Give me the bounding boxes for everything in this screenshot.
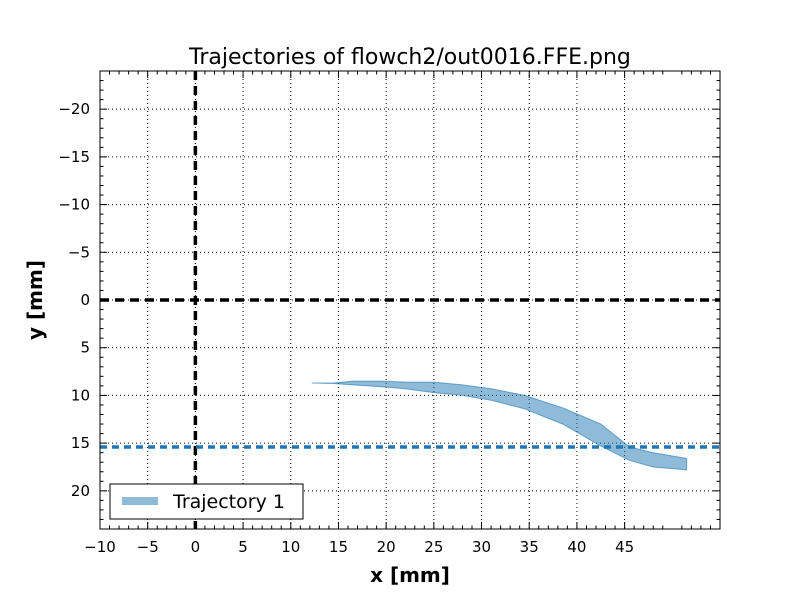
x-tick-label: 40 <box>567 538 586 556</box>
x-tick-label: 0 <box>191 538 201 556</box>
y-tick-label: −20 <box>58 100 90 118</box>
axes: −10 −5 0 5 10 15 20 25 30 35 40 45 −20 −15 −10 −5 0 5 10 15… <box>58 70 721 556</box>
x-axis-label: x [mm] <box>370 563 450 587</box>
y-tick-label: 15 <box>71 434 90 452</box>
y-axis-label: y [mm] <box>23 260 47 340</box>
y-tick-label: −10 <box>58 196 90 214</box>
x-tick-label: 5 <box>238 538 248 556</box>
x-tick-label: 45 <box>615 538 634 556</box>
y-tick-label: −5 <box>68 243 90 261</box>
legend-swatch <box>122 497 158 505</box>
x-tick-label: 25 <box>424 538 443 556</box>
trajectory-band <box>311 380 688 471</box>
x-tick-label: 10 <box>281 538 300 556</box>
x-tick-label: 20 <box>377 538 396 556</box>
x-tick-label: −5 <box>137 538 159 556</box>
x-tick-label: 30 <box>472 538 491 556</box>
chart-title: Trajectories of flowch2/out0016.FFE.png <box>188 45 631 70</box>
y-tick-label: 5 <box>80 339 90 357</box>
legend: Trajectory 1 <box>109 483 304 520</box>
y-tick-label: 0 <box>80 291 90 309</box>
legend-label: Trajectory 1 <box>172 491 285 513</box>
y-tick-label: 20 <box>71 482 90 500</box>
x-tick-label: 35 <box>520 538 539 556</box>
y-tick-label: −15 <box>58 148 90 166</box>
plot-area <box>100 71 720 529</box>
y-tick-label: 10 <box>71 386 90 404</box>
x-tick-label: 15 <box>329 538 348 556</box>
x-tick-label: −10 <box>84 538 116 556</box>
